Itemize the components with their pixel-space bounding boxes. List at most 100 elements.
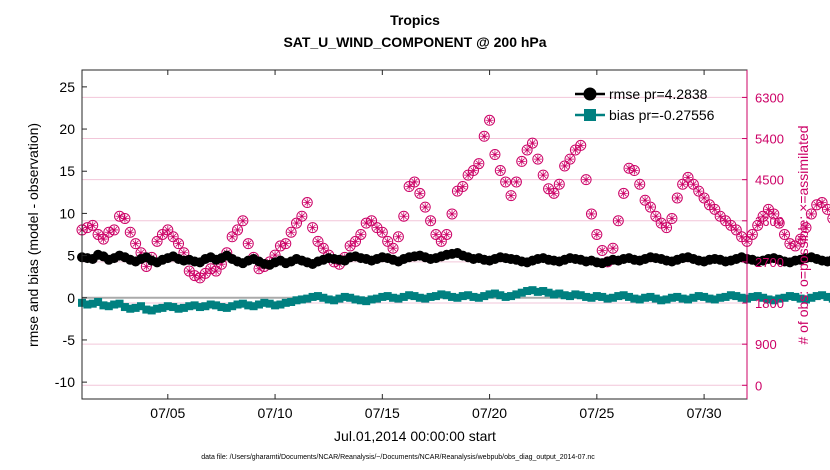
obs-point [575, 139, 587, 151]
bias-point [807, 293, 816, 302]
bias-point [689, 293, 698, 302]
obs-assimilated-marker [630, 166, 639, 175]
bias-point [421, 294, 430, 303]
obs-possible-marker [805, 208, 817, 220]
obs-possible-marker [151, 235, 163, 247]
obs-possible-marker [526, 137, 538, 149]
bias-point [287, 297, 296, 306]
obs-possible-marker [795, 233, 807, 245]
obs-possible-marker [285, 226, 297, 238]
bias-point [528, 286, 537, 295]
obs-assimilated-marker [110, 225, 119, 234]
obs-possible-marker [478, 130, 490, 142]
obs-assimilated-marker [297, 212, 306, 221]
obs-assimilated-marker [313, 237, 322, 246]
obs-assimilated-marker [292, 219, 301, 228]
bias-point [340, 292, 349, 301]
obs-possible-marker [226, 231, 238, 243]
obs-point [779, 229, 791, 240]
obs-point [687, 178, 699, 190]
bias-point [753, 292, 762, 301]
obs-assimilated-marker [748, 230, 757, 239]
bias-point [480, 292, 489, 301]
obs-assimilated-marker [689, 180, 698, 189]
obs-point [419, 201, 431, 213]
obs-assimilated-marker [592, 230, 601, 239]
obs-point [693, 185, 705, 197]
obs-possible-marker [87, 219, 99, 231]
obs-assimilated-marker [308, 223, 317, 232]
obs-point [564, 153, 576, 165]
obs-assimilated-marker [410, 177, 419, 186]
bias-point [517, 288, 526, 297]
obs-point [618, 187, 630, 199]
obs-assimilated-marker [528, 139, 537, 148]
obs-possible-marker [489, 149, 501, 161]
obs-possible-marker [173, 238, 185, 250]
bias-point [619, 291, 628, 300]
obs-assimilated-marker [120, 214, 129, 223]
obs-possible-marker [618, 187, 630, 199]
obs-assimilated-marker [126, 228, 135, 237]
obs-possible-marker [494, 165, 506, 177]
bias-point [330, 296, 339, 305]
obs-possible-marker [789, 240, 801, 252]
obs-assimilated-marker [764, 205, 773, 214]
bias-point [598, 292, 607, 301]
obs-possible-marker [130, 238, 142, 250]
obs-assimilated-marker [303, 198, 312, 207]
obs-assimilated-marker [667, 214, 676, 223]
bias-point [244, 301, 253, 310]
obs-assimilated-marker [190, 271, 199, 280]
obs-possible-marker [634, 178, 646, 190]
obs-assimilated-marker [721, 216, 730, 225]
obs-possible-marker [280, 238, 292, 250]
obs-point [124, 226, 136, 238]
bias-point [673, 292, 682, 301]
obs-possible-marker [575, 139, 587, 151]
bias-point [308, 292, 317, 301]
right-axis: 0 900 1800 2700 3600 4500 5400 6300 [742, 70, 784, 399]
bias-point [185, 302, 194, 311]
obs-possible-marker [693, 185, 705, 197]
obs-point [312, 235, 324, 247]
obs-assimilated-marker [775, 219, 784, 228]
obs-point [730, 224, 742, 236]
bias-point [635, 295, 644, 304]
left-tick-label: 20 [59, 121, 75, 137]
obs-point [232, 224, 244, 236]
obs-assimilated-marker [421, 203, 430, 212]
obs-assimilated-marker [228, 232, 237, 241]
obs-possible-marker [307, 222, 319, 234]
obs-assimilated-marker [153, 237, 162, 246]
obs-assimilated-marker [136, 248, 145, 257]
obs-possible-marker [419, 201, 431, 213]
obs-possible-marker [232, 224, 244, 236]
obs-possible-marker [414, 187, 426, 199]
obs-possible-marker [827, 213, 830, 224]
legend-rmse-label: rmse pr=4.2838 [609, 86, 708, 102]
obs-point [425, 215, 437, 227]
bias-point [769, 296, 778, 305]
bias-point [335, 294, 344, 303]
obs-assimilated-marker [533, 155, 542, 164]
obs-point [167, 231, 179, 243]
obs-possible-marker [500, 176, 512, 188]
obs-point [87, 219, 99, 231]
obs-assimilated-marker [163, 225, 172, 234]
obs-possible-marker [682, 171, 694, 183]
obs-possible-marker [671, 192, 683, 204]
bias-point [362, 297, 371, 306]
obs-assimilated-marker [801, 223, 810, 232]
bias-point [437, 290, 446, 299]
obs-assimilated-marker [641, 196, 650, 205]
bias-point [131, 303, 140, 312]
bias-point [110, 300, 119, 309]
obs-possible-marker [392, 231, 404, 243]
bias-point [582, 292, 591, 301]
obs-assimilated-marker [142, 262, 151, 271]
obs-assimilated-marker [496, 166, 505, 175]
obs-point [457, 181, 469, 193]
bias-point [378, 292, 387, 301]
bias-point [549, 290, 558, 299]
